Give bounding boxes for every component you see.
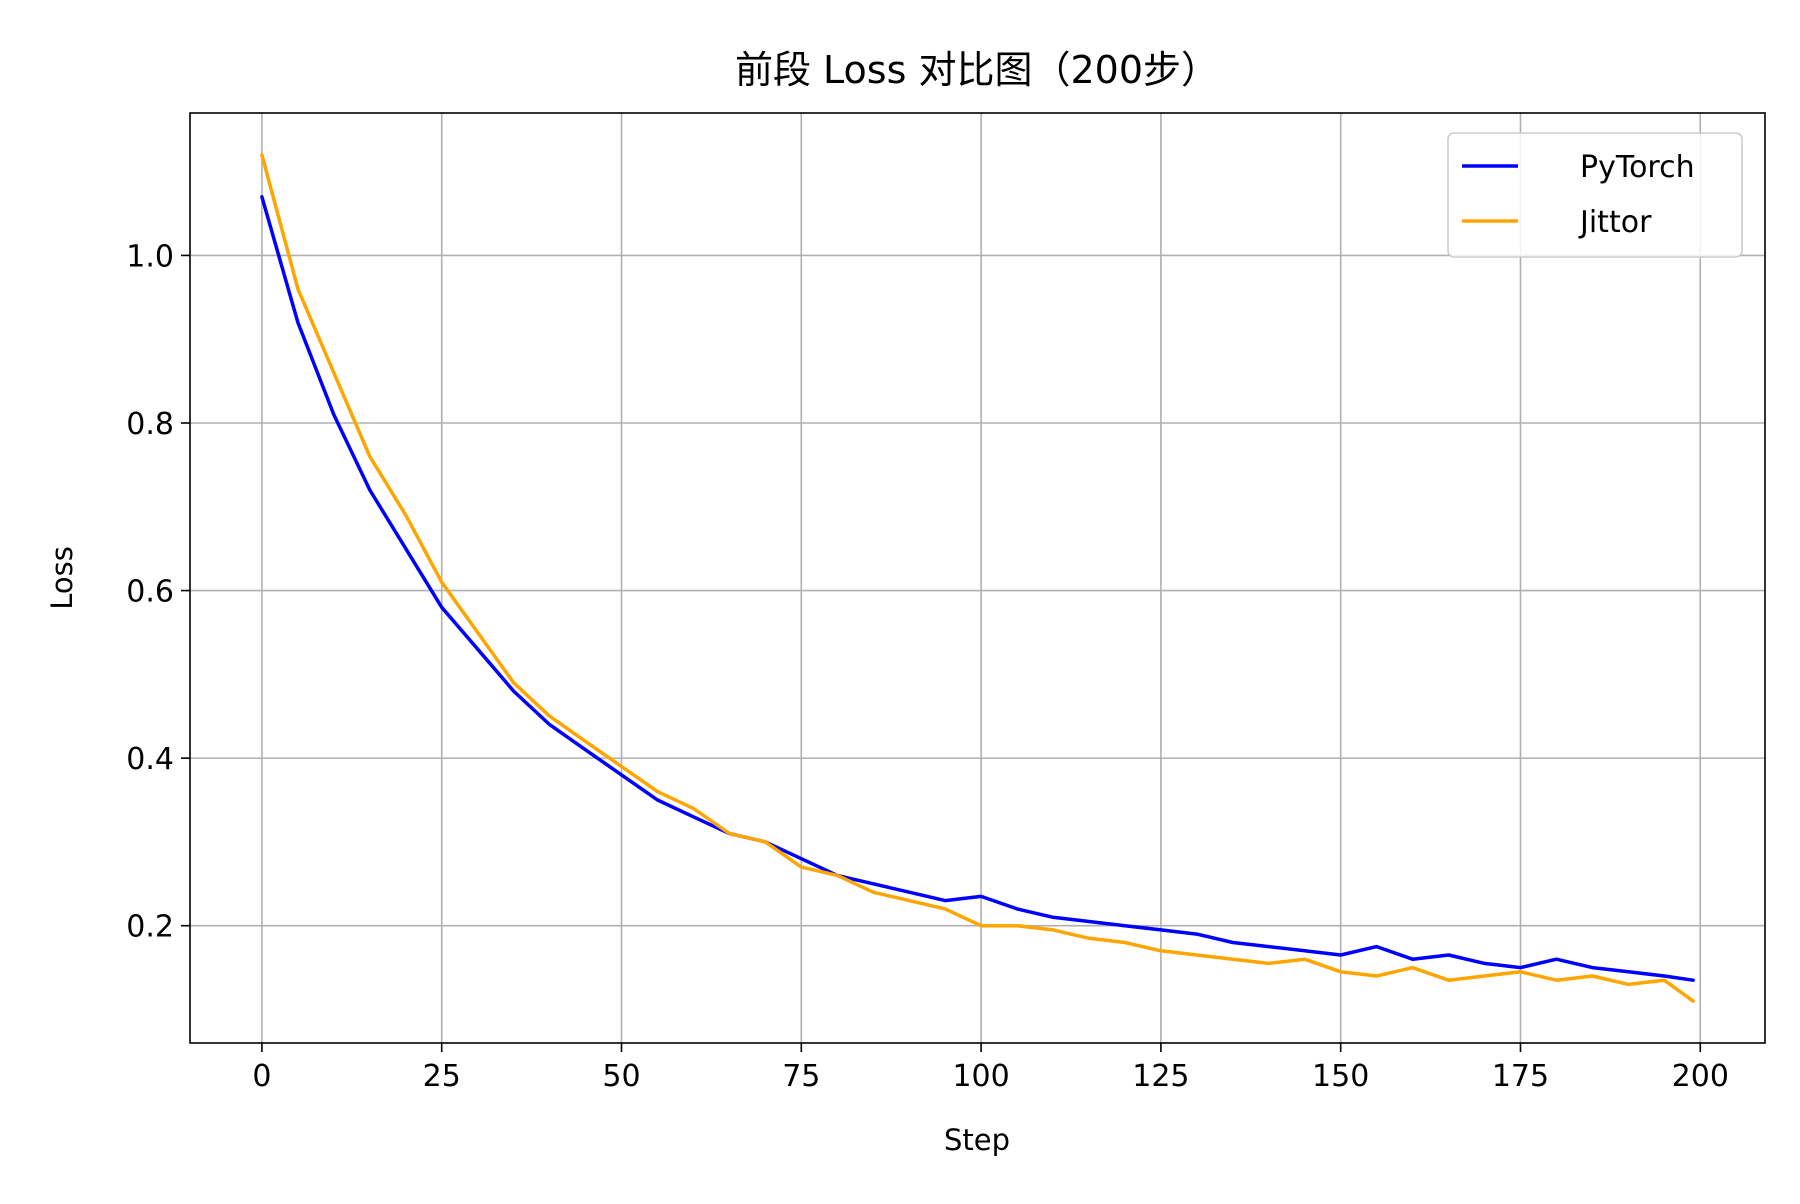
axis-ticks: 0 25 50 75 100 125 150 175 200 0.2 0.4 0.6 0.8 1.0 (126, 239, 1729, 1094)
x-tick-label: 25 (423, 1059, 461, 1094)
series-line-pytorch (260, 195, 1695, 982)
y-tick-label: 0.4 (126, 742, 174, 777)
legend-pytorch-label: PyTorch (1580, 150, 1695, 185)
x-axis-label: Step (944, 1123, 1010, 1157)
y-tick-label: 0.8 (126, 407, 174, 442)
x-tick-label: 50 (602, 1059, 640, 1094)
y-axis-label: Loss (45, 546, 79, 610)
chart-title: 前段 Loss 对比图（200步） (735, 48, 1219, 92)
series-line-jittor (260, 153, 1695, 1003)
plot-area-frame (189, 112, 1766, 1044)
y-tick-label: 1.0 (126, 239, 174, 274)
legend-box (1447, 132, 1743, 258)
legend-jittor-label: Jittor (1578, 205, 1652, 240)
x-tick-label: 175 (1492, 1059, 1549, 1094)
y-tick-label: 0.6 (126, 575, 174, 610)
x-tick-label: 150 (1312, 1059, 1369, 1094)
x-tick-label: 0 (252, 1059, 271, 1094)
x-tick-label: 100 (952, 1059, 1009, 1094)
x-tick-label: 200 (1672, 1059, 1729, 1094)
series-lines (260, 153, 1695, 1003)
y-tick-label: 0.2 (126, 910, 174, 945)
x-tick-label: 75 (782, 1059, 820, 1094)
legend: PyTorch Jittor (1447, 132, 1743, 258)
x-tick-label: 125 (1132, 1059, 1189, 1094)
